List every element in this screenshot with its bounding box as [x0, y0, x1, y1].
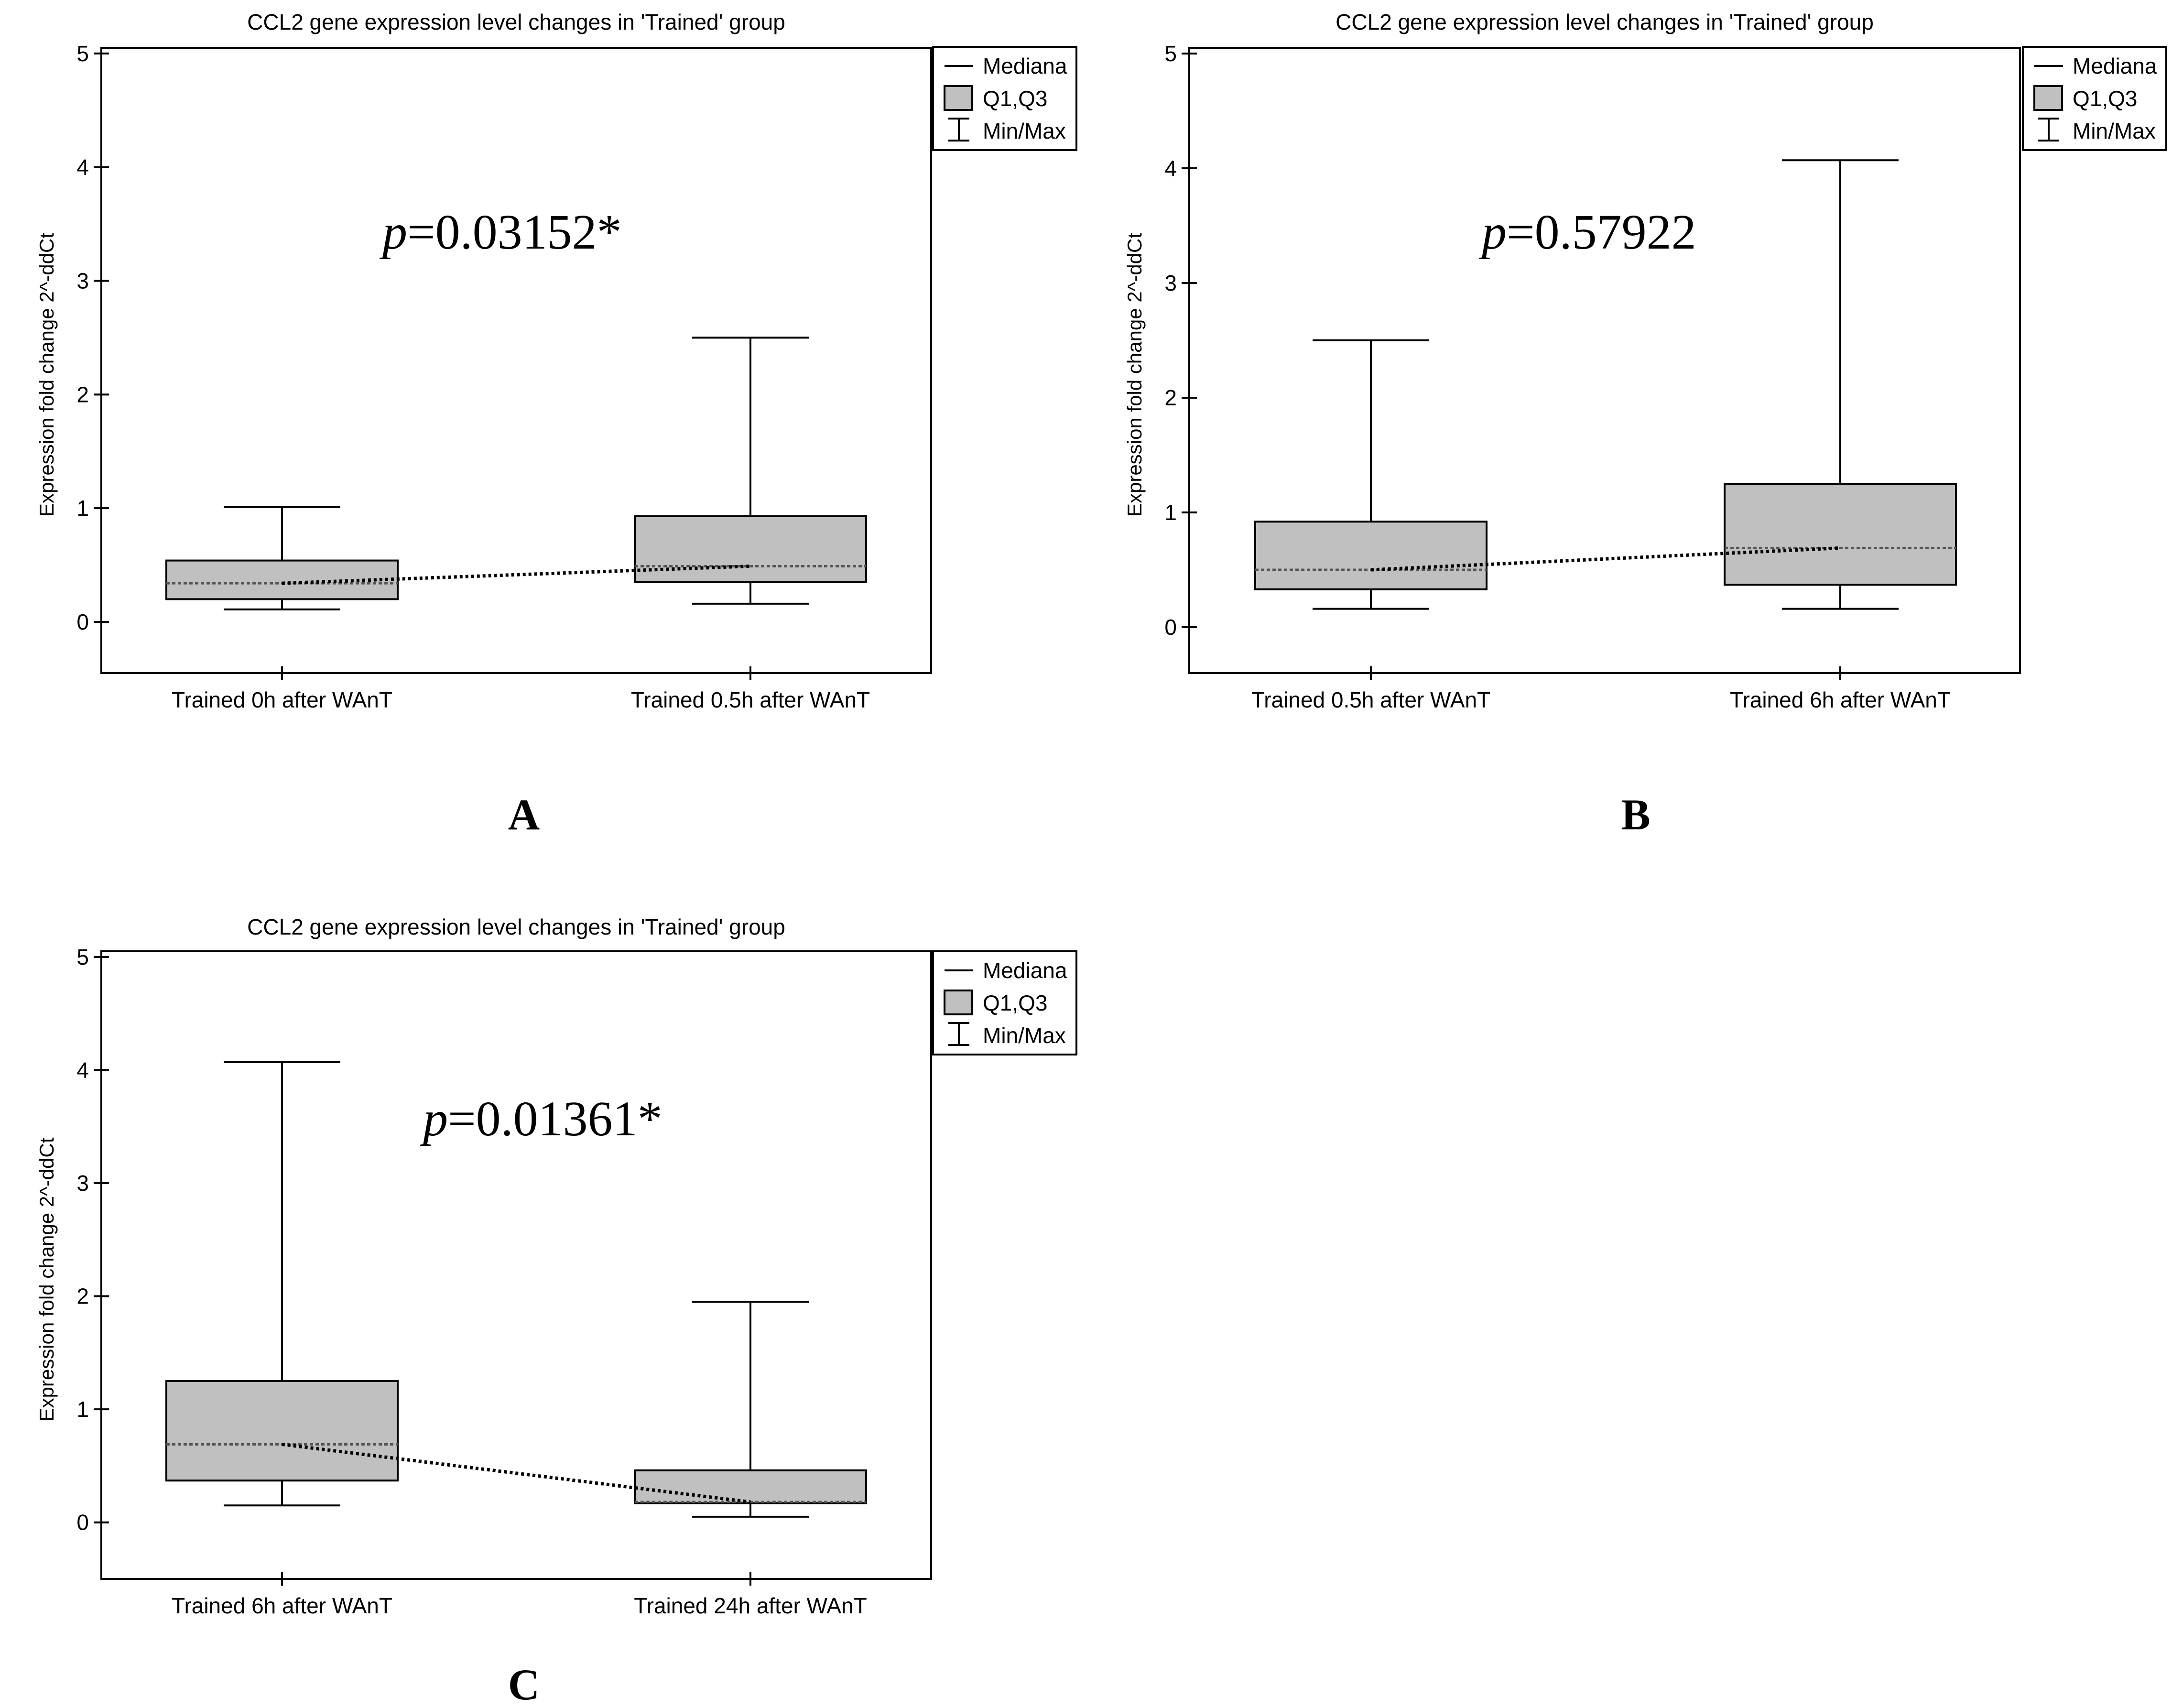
legend-quartile-swatch [2033, 85, 2063, 111]
legend-minmax-label: Min/Max [983, 1023, 1066, 1048]
y-tick-label: 0 [76, 1510, 89, 1535]
chart-panel-c: CCL2 gene expression level changes in 'T… [35, 914, 1077, 1708]
box-iqr [1254, 521, 1488, 590]
p-value-annotation: p=0.57922 [1478, 205, 1696, 260]
legend-median-label: Mediana [983, 54, 1067, 78]
x-tick-label: Trained 6h after WAnT [1730, 687, 1951, 712]
y-tick-label: 5 [1164, 41, 1177, 66]
panel-label: C [508, 1660, 540, 1708]
y-tick-label: 2 [1164, 385, 1177, 410]
legend-median-label: Mediana [983, 958, 1067, 983]
legend-minmax-label: Min/Max [983, 119, 1066, 143]
box-iqr [634, 1469, 867, 1504]
box-iqr [165, 1380, 399, 1482]
chart-panel-a: CCL2 gene expression level changes in 'T… [35, 10, 1077, 839]
x-tick-label: Trained 6h after WAnT [172, 1593, 392, 1618]
legend-quartile-label: Q1,Q3 [2073, 86, 2138, 111]
y-axis-label: Expression fold change 2^-ddCt [35, 233, 58, 517]
chart-title: CCL2 gene expression level changes in 'T… [247, 10, 785, 34]
y-tick-label: 1 [76, 496, 89, 521]
y-tick-label: 3 [1164, 271, 1177, 295]
p-value-annotation: p=0.01361* [420, 1091, 662, 1146]
y-tick-label: 2 [76, 382, 89, 407]
median-trend-line [282, 564, 751, 585]
p-value: =0.57922 [1507, 205, 1696, 260]
legend-minmax-label: Min/Max [2073, 119, 2156, 143]
box-iqr [634, 515, 867, 583]
median-trend-line [1370, 546, 1841, 572]
chart-panel-b: CCL2 gene expression level changes in 'T… [1123, 10, 2167, 839]
y-tick-label: 5 [76, 41, 89, 66]
y-tick-label: 1 [1164, 500, 1177, 525]
p-value-annotation: p=0.03152* [379, 205, 622, 260]
x-tick-label: Trained 24h after WAnT [634, 1593, 867, 1618]
legend: Mediana Q1,Q3 Min/Max [932, 46, 1077, 151]
p-symbol: p [420, 1091, 448, 1146]
chart-title: CCL2 gene expression level changes in 'T… [247, 914, 785, 939]
chart-title: CCL2 gene expression level changes in 'T… [1336, 10, 1874, 34]
y-tick-label: 5 [76, 945, 89, 969]
legend-quartile-label: Q1,Q3 [983, 86, 1048, 111]
median-trend-line [282, 1443, 751, 1504]
y-tick-label: 0 [76, 609, 89, 634]
p-value: =0.01361* [448, 1091, 662, 1146]
legend: Mediana Q1,Q3 Min/Max [932, 950, 1077, 1055]
y-tick-label: 3 [76, 1171, 89, 1196]
y-tick-label: 4 [76, 1057, 89, 1082]
y-tick-label: 4 [76, 155, 89, 180]
y-tick-label: 2 [76, 1284, 89, 1309]
panel-label: B [1621, 790, 1650, 839]
x-tick-label: Trained 0h after WAnT [172, 687, 392, 712]
x-tick-label: Trained 0.5h after WAnT [1251, 687, 1490, 712]
plot-area [100, 47, 932, 674]
y-axis-label: Expression fold change 2^-ddCt [35, 1137, 58, 1421]
y-tick-label: 3 [76, 269, 89, 294]
y-tick-label: 4 [1164, 156, 1177, 181]
panel-label: A [508, 790, 540, 839]
legend: Mediana Q1,Q3 Min/Max [2022, 46, 2167, 151]
x-tick-label: Trained 0.5h after WAnT [631, 687, 870, 712]
y-tick-label: 1 [76, 1397, 89, 1422]
y-axis-label: Expression fold change 2^-ddCt [1123, 233, 1146, 517]
plot-area [1188, 47, 2021, 674]
box-iqr [1724, 483, 1957, 586]
p-symbol: p [379, 205, 407, 260]
plot-area [100, 950, 932, 1580]
y-tick-label: 0 [1164, 615, 1177, 640]
legend-quartile-label: Q1,Q3 [983, 990, 1048, 1015]
legend-median-label: Mediana [2073, 54, 2157, 78]
p-value: =0.03152* [407, 205, 622, 260]
p-symbol: p [1478, 205, 1507, 260]
legend-quartile-swatch [944, 990, 973, 1015]
legend-quartile-swatch [944, 85, 973, 111]
